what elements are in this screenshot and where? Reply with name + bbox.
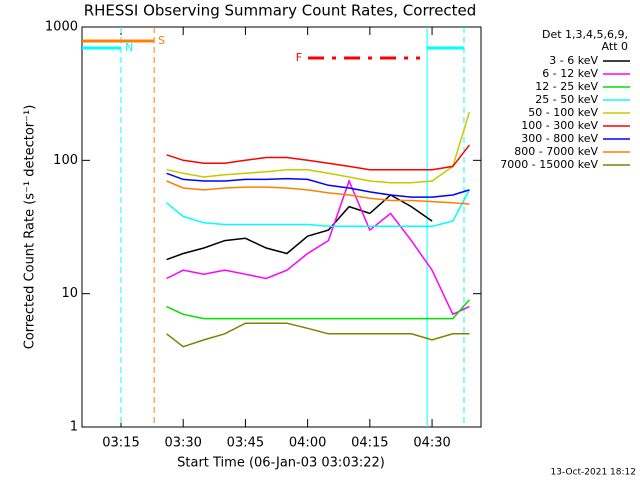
- flag-label: N: [125, 41, 133, 54]
- series-line: [166, 189, 471, 228]
- plot-frame: [81, 26, 482, 428]
- legend-header: Det 1,3,4,5,6,9,: [542, 28, 628, 41]
- series-line: [166, 194, 433, 261]
- x-tick-label: 03:45: [227, 436, 264, 451]
- series-line: [166, 144, 470, 171]
- x-tick-label: 04:00: [289, 436, 326, 451]
- x-tick-label: 04:30: [413, 436, 450, 451]
- chart-title: RHESSI Observing Summary Count Rates, Co…: [84, 2, 477, 20]
- series-line: [166, 180, 470, 205]
- legend-header: Att 0: [602, 40, 628, 53]
- legend-label: 100 - 300 keV: [521, 119, 598, 132]
- x-tick-label: 03:30: [164, 436, 201, 451]
- x-tick-label: 03:15: [102, 436, 139, 451]
- y-tick-label: 100: [53, 153, 78, 168]
- legend-label: 300 - 800 keV: [521, 132, 598, 145]
- series-line: [166, 322, 470, 348]
- legend-label: 25 - 50 keV: [535, 93, 598, 106]
- y-tick-label: 10: [61, 286, 78, 301]
- flag-label: S: [158, 34, 165, 47]
- flag-label: F: [296, 51, 302, 64]
- series-line: [166, 111, 471, 184]
- y-axis-label: Corrected Count Rate (s⁻¹ detector⁻¹): [23, 105, 38, 350]
- series-line: [166, 178, 470, 316]
- footer: 13-Oct-2021 18:12: [551, 468, 636, 478]
- series-line: [166, 299, 470, 320]
- x-axis-label: Start Time (06-Jan-03 03:03:22): [177, 456, 385, 471]
- y-tick-label: 1: [70, 420, 78, 435]
- y-tick-label: 1000: [45, 20, 78, 35]
- series-line: [166, 172, 470, 198]
- legend-label: 7000 - 15000 keV: [500, 158, 598, 171]
- legend-label: 6 - 12 keV: [542, 67, 598, 80]
- legend-label: 50 - 100 keV: [528, 106, 598, 119]
- legend-label: 800 - 7000 keV: [514, 145, 598, 158]
- legend-label: 12 - 25 keV: [535, 80, 598, 93]
- x-tick-label: 04:15: [351, 436, 388, 451]
- legend-label: 3 - 6 keV: [549, 54, 598, 67]
